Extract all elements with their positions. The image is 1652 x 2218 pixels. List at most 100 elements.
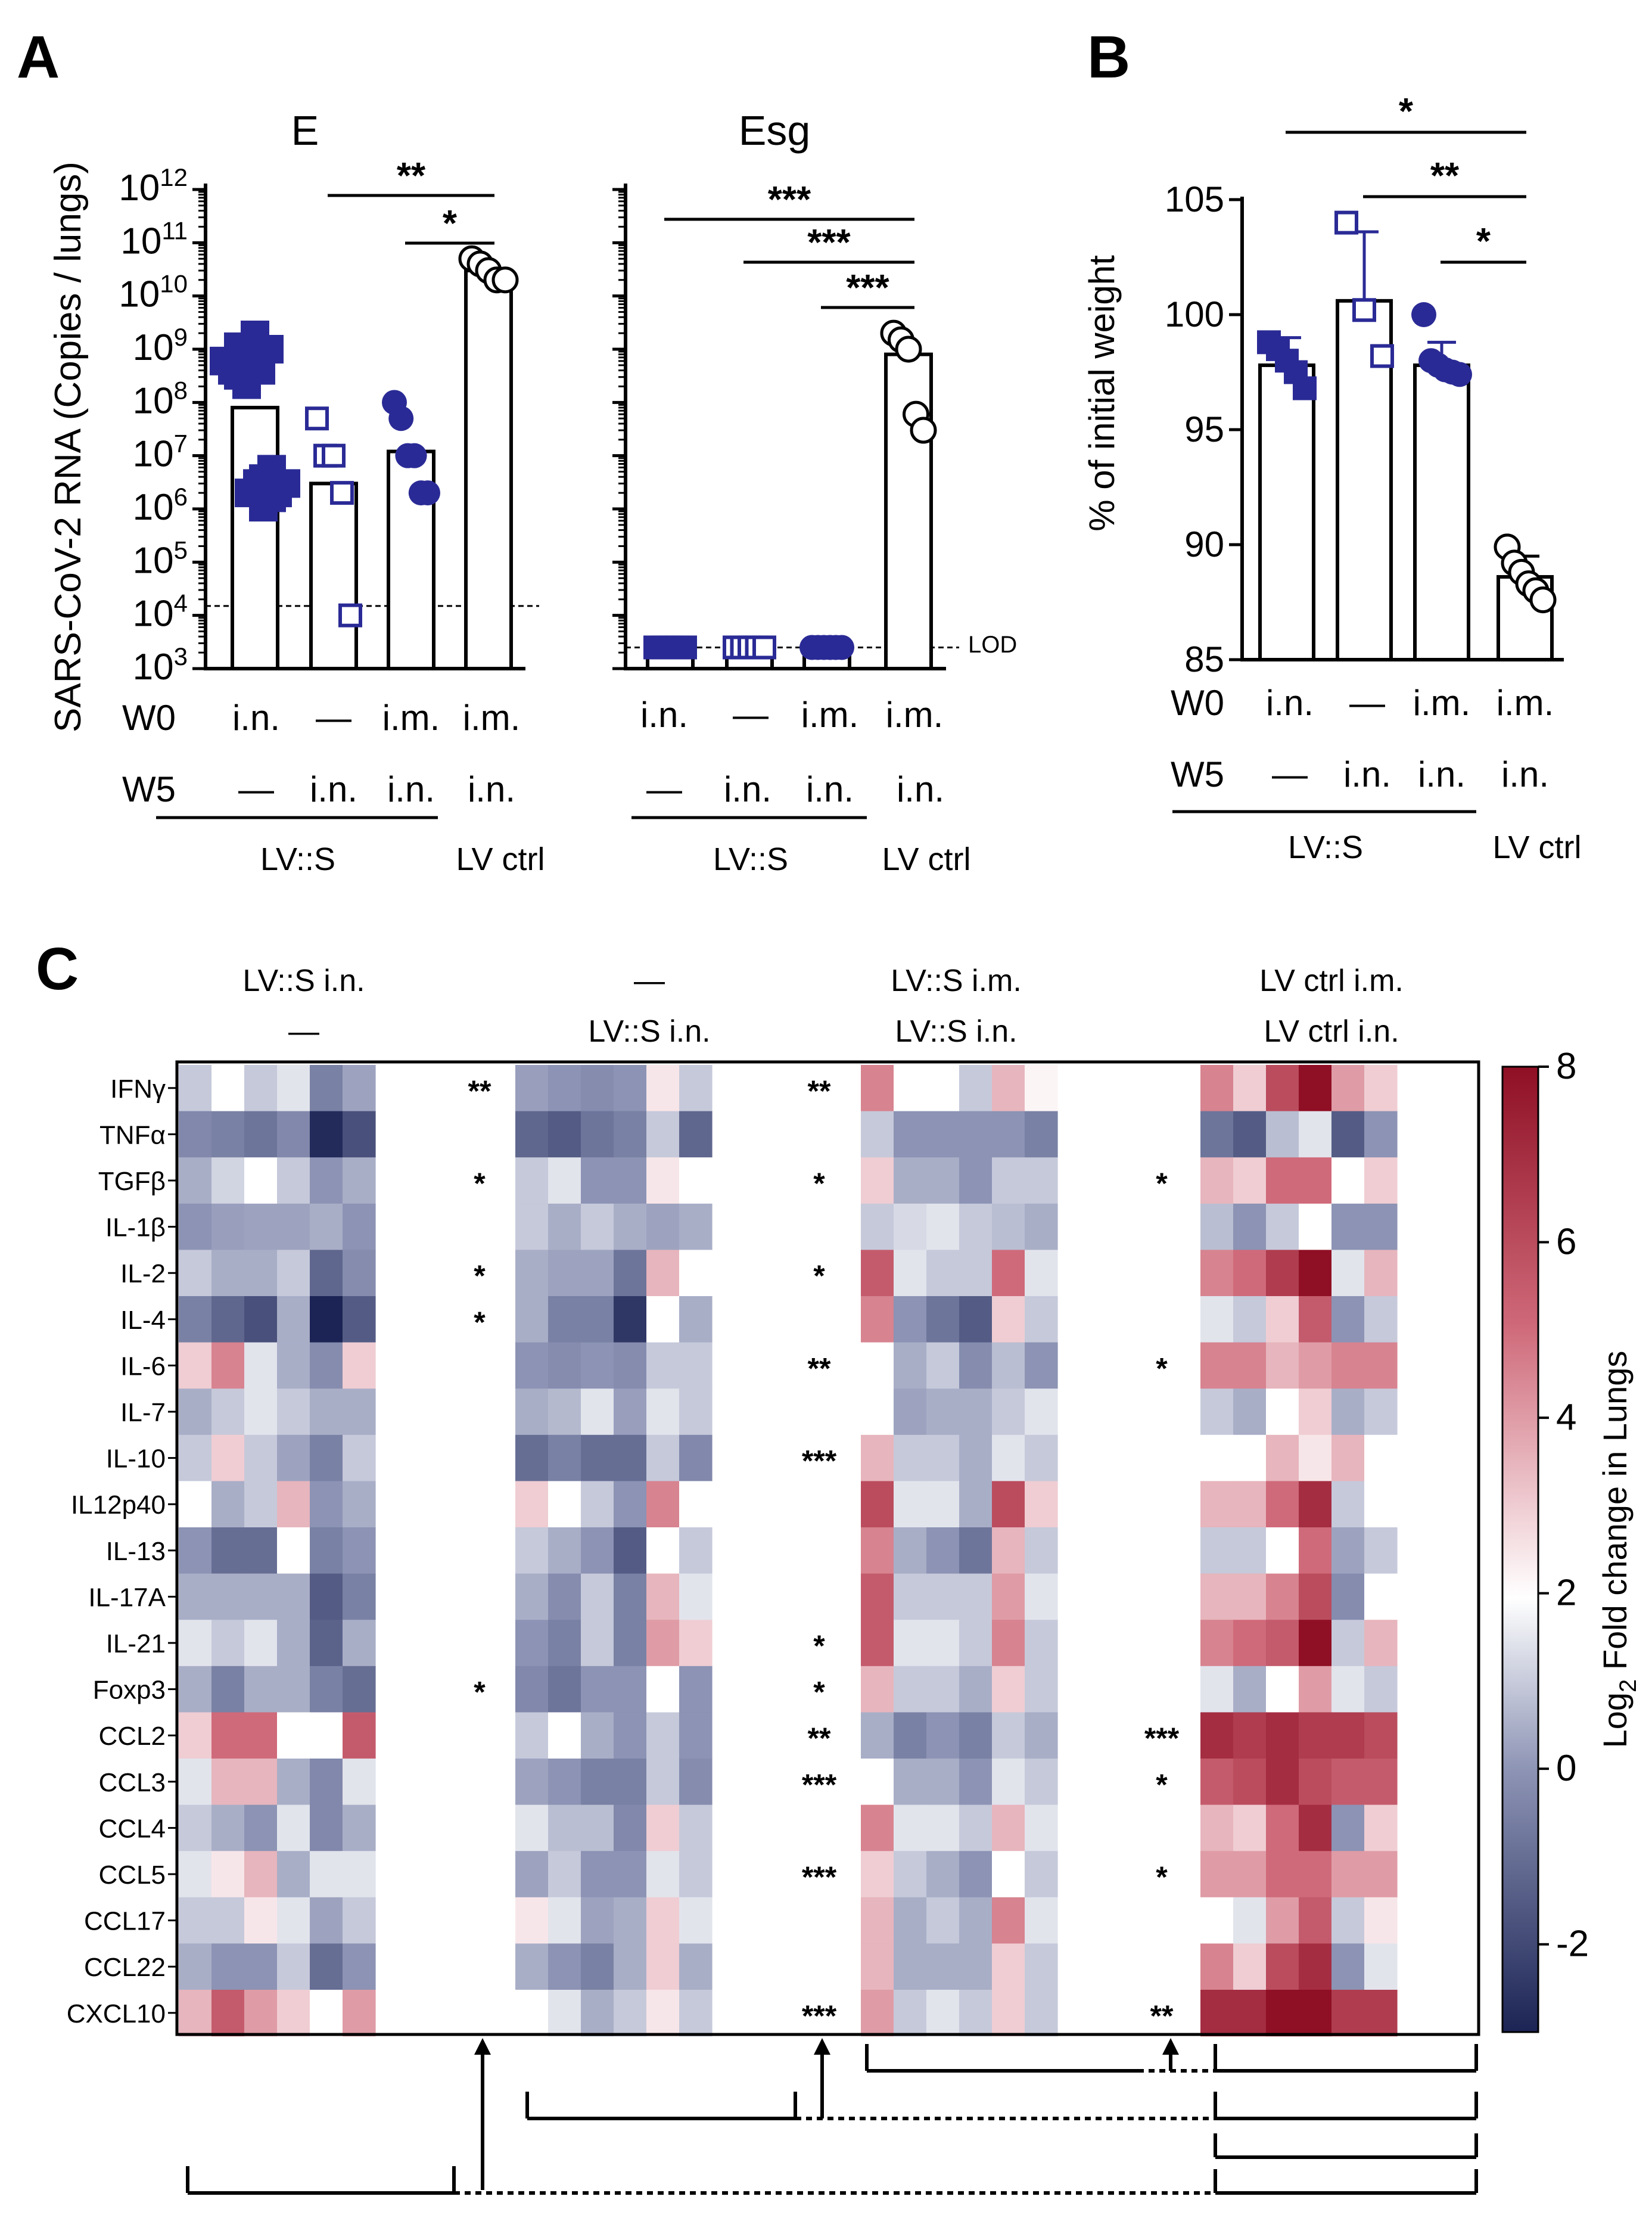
heatmap-cell: [1266, 1388, 1299, 1436]
heatmap-cell: [581, 1296, 614, 1343]
heatmap-cell: [244, 1527, 278, 1574]
heatmap-cell: [244, 1943, 278, 1990]
heatmap-cell: [1266, 1157, 1299, 1204]
y-tick-label: 1012: [119, 163, 188, 209]
significance-label: *: [443, 203, 458, 244]
heatmap-cell: [1200, 1851, 1234, 1898]
heatmap-cell: [244, 1481, 278, 1528]
heatmap-cell: [992, 1990, 1025, 2037]
data-point: [1529, 586, 1557, 614]
heatmap-cell: [894, 1943, 927, 1990]
heatmap-cell: [959, 1666, 993, 1713]
heatmap-cell: [343, 1157, 376, 1204]
heatmap-cell: [244, 1296, 278, 1343]
heatmap-cell: [1266, 1527, 1299, 1574]
heatmap-cell: [310, 1250, 343, 1297]
colorbar-tick-label: 8: [1556, 1046, 1576, 1087]
row-label: CCL17: [84, 1907, 166, 1936]
heatmap-cell: [926, 1573, 960, 1620]
heatmap-significance: *: [813, 1676, 825, 1709]
heatmap-cell: [343, 1712, 376, 1759]
heatmap-significance: *: [1156, 1860, 1168, 1894]
heatmap-cell: [679, 1527, 713, 1574]
heatmap-cell: [1200, 1296, 1234, 1343]
heatmap-cell: [277, 1481, 310, 1528]
significance-label: **: [1430, 156, 1460, 197]
heatmap-cell: [1364, 1527, 1398, 1574]
significance-label: *: [1399, 91, 1414, 132]
heatmap-cell: [244, 1203, 278, 1250]
row-label: IL-2: [120, 1259, 166, 1288]
heatmap-cell: [1233, 1943, 1267, 1990]
heatmap-cell: [1266, 1666, 1299, 1713]
heatmap-cell: [1299, 1527, 1332, 1574]
data-point: [895, 336, 922, 363]
e-w0-g4: i.m.: [463, 698, 521, 738]
heatmap-cell: [548, 1296, 581, 1343]
heatmap-cell: [959, 1804, 993, 1852]
heatmap-cell: [992, 1759, 1025, 1806]
heatmap-cell: [861, 1065, 894, 1112]
heatmap-cell: [926, 1250, 960, 1297]
heatmap-significance: **: [808, 1074, 831, 1108]
heatmap-cell: [894, 1203, 927, 1250]
heatmap-cell: [548, 1620, 581, 1667]
heatmap-cell: [310, 1943, 343, 1990]
heatmap-cell: [343, 1388, 376, 1436]
row-label: CCL3: [99, 1768, 166, 1797]
heatmap-cell: [244, 1111, 278, 1158]
heatmap-cell: [310, 1065, 343, 1112]
heatmap-cell: [343, 1990, 376, 2037]
heatmap-cell: [244, 1897, 278, 1944]
heatmap-cell: [1233, 1111, 1267, 1158]
heatmap-cell: [581, 1666, 614, 1713]
heatmap-cell: [646, 1990, 680, 2037]
row-label: IL-10: [106, 1445, 166, 1474]
heatmap-cell: [1266, 1943, 1299, 1990]
b-w0-label: W0: [1171, 683, 1224, 723]
heatmap-cell: [548, 1250, 581, 1297]
heatmap-cell: [581, 1573, 614, 1620]
heatmap-cell: [548, 1342, 581, 1389]
heatmap-cell: [1364, 1759, 1398, 1806]
data-point: [322, 443, 346, 468]
heatmap-cell: [861, 1342, 894, 1389]
heatmap-cell: [1233, 1481, 1267, 1528]
chart-c-heatmap: LV::S i.n. — — LV::S i.n. LV::S i.m. LV:…: [67, 964, 1641, 2195]
heatmap-cell: [581, 1434, 614, 1481]
bar: [1258, 363, 1315, 661]
heatmap-cell: [614, 1666, 647, 1713]
heatmap-cell: [277, 1666, 310, 1713]
heatmap-cell: [992, 1388, 1025, 1436]
heatmap-cell: [1233, 1851, 1267, 1898]
heatmap-cell: [277, 1851, 310, 1898]
row-label: CCL2: [99, 1722, 166, 1751]
data-point: [305, 406, 329, 431]
heatmap-cell: [926, 1203, 960, 1250]
data-point: [338, 603, 362, 627]
heatmap-cell: [548, 1759, 581, 1806]
heatmap-cell: [1233, 1527, 1267, 1574]
panel-letter-c: C: [36, 936, 79, 1002]
s-w0-g2: —: [733, 695, 769, 735]
heatmap-cell: [861, 1296, 894, 1343]
b-w5-label: W5: [1171, 754, 1224, 794]
s-w0-g3: i.m.: [801, 695, 859, 735]
heatmap-cell: [1233, 1250, 1267, 1297]
s-w5-g1: —: [646, 769, 682, 809]
chart-b-ylabel: % of initial weight: [1082, 255, 1122, 532]
heatmap-cell: [1200, 1990, 1234, 2037]
heatmap-cell: [959, 1990, 993, 2037]
colorbar-label: Log2 Fold change in Lungs: [1596, 1351, 1641, 1748]
heatmap-cell: [861, 1804, 894, 1852]
heatmap-cell: [343, 1943, 376, 1990]
heatmap-significance: *: [813, 1629, 825, 1663]
heatmap-cell: [1266, 1759, 1299, 1806]
heatmap-cell: [515, 1157, 549, 1204]
heatmap-cell: [959, 1157, 993, 1204]
chart-a-ylabel: SARS-CoV-2 RNA (Copies / lungs): [48, 161, 89, 732]
data-point: [1370, 344, 1394, 368]
heatmap-cell: [1331, 1712, 1365, 1759]
colorbar-tick-label: 2: [1556, 1573, 1576, 1614]
row-label: IFNγ: [110, 1074, 166, 1104]
